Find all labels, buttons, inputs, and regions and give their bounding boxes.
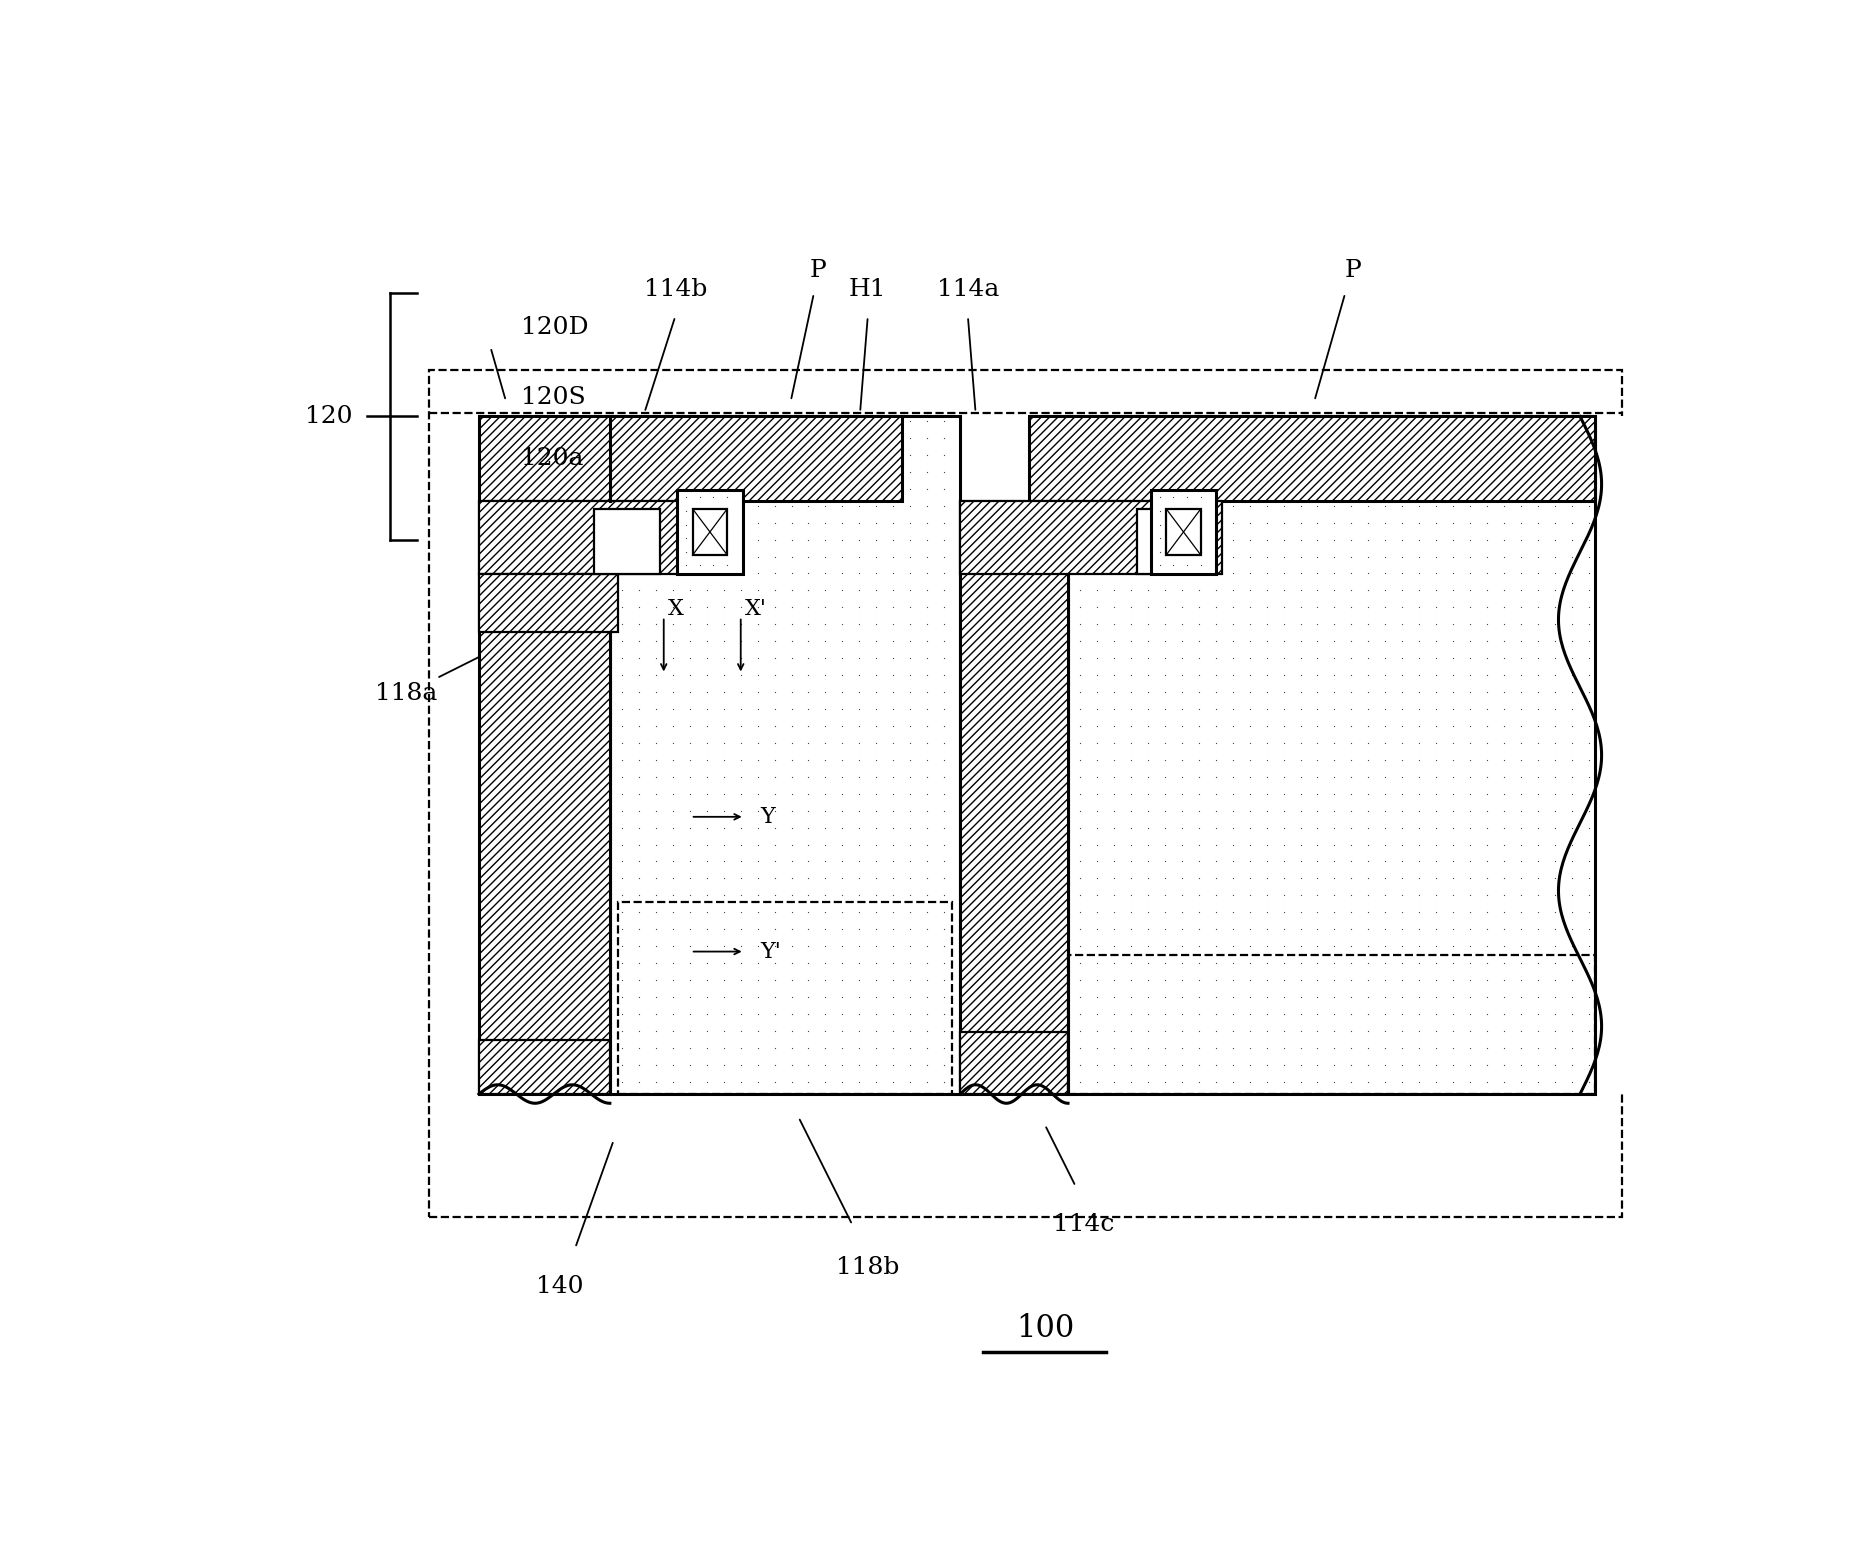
Text: 118b: 118b: [836, 1256, 899, 1279]
Bar: [1604, 416, 1641, 1094]
Text: 120D: 120D: [521, 316, 590, 340]
Text: Y: Y: [760, 805, 775, 827]
Text: P: P: [810, 259, 827, 282]
Text: 120: 120: [306, 405, 352, 428]
Bar: [478, 575, 617, 633]
Bar: [478, 1041, 610, 1094]
Bar: [428, 371, 1622, 1217]
Bar: [1068, 955, 1596, 1094]
Text: 114c: 114c: [1053, 1214, 1114, 1237]
Text: Y': Y': [760, 941, 781, 963]
Text: 100: 100: [1016, 1313, 1073, 1345]
Text: H1: H1: [849, 277, 886, 301]
Bar: [677, 489, 743, 575]
Bar: [1151, 489, 1216, 575]
Text: 114b: 114b: [643, 277, 706, 301]
Bar: [617, 902, 953, 1094]
Bar: [1068, 416, 1596, 1094]
Bar: [1029, 416, 1596, 502]
Bar: [478, 502, 732, 575]
Bar: [478, 502, 610, 1094]
Bar: [1166, 509, 1201, 555]
Text: X: X: [667, 598, 684, 620]
Bar: [595, 509, 660, 575]
Text: 118a: 118a: [375, 682, 438, 706]
Bar: [960, 502, 1222, 575]
Text: 140: 140: [536, 1274, 584, 1298]
Text: X': X': [745, 598, 766, 620]
Bar: [960, 1033, 1068, 1094]
Text: P: P: [1344, 259, 1361, 282]
Bar: [960, 502, 1068, 1094]
Bar: [1137, 509, 1203, 575]
Text: 120S: 120S: [521, 386, 586, 408]
Text: 114a: 114a: [936, 277, 999, 301]
Bar: [610, 416, 960, 1094]
Text: 120a: 120a: [521, 447, 584, 471]
Bar: [693, 509, 727, 555]
Bar: [478, 416, 903, 502]
